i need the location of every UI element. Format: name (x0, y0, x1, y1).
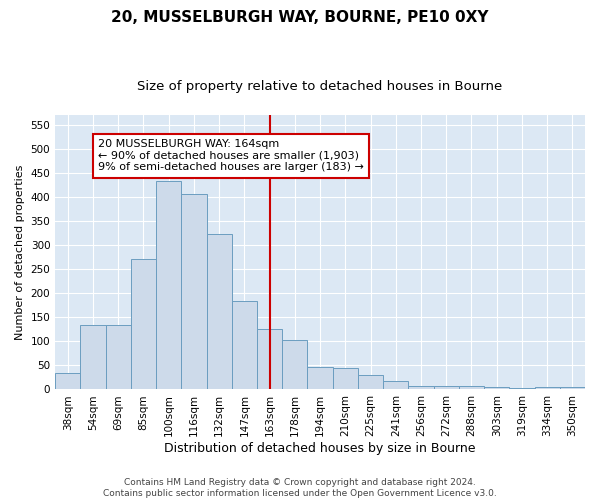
Title: Size of property relative to detached houses in Bourne: Size of property relative to detached ho… (137, 80, 503, 93)
Bar (509, 388, 535, 390)
Y-axis label: Number of detached properties: Number of detached properties (15, 164, 25, 340)
Bar (282, 340, 307, 390)
X-axis label: Distribution of detached houses by size in Bourne: Distribution of detached houses by size … (164, 442, 476, 455)
Bar (156, 181, 181, 390)
Bar (232, 302, 257, 390)
Bar (80, 326, 106, 390)
Bar (560, 387, 585, 390)
Bar (55, 372, 80, 390)
Bar (332, 368, 358, 390)
Bar (358, 376, 383, 390)
Bar (434, 386, 459, 390)
Bar (307, 368, 332, 390)
Bar (409, 386, 434, 390)
Bar (535, 387, 560, 390)
Bar (106, 326, 131, 390)
Text: Contains HM Land Registry data © Crown copyright and database right 2024.
Contai: Contains HM Land Registry data © Crown c… (103, 478, 497, 498)
Text: 20 MUSSELBURGH WAY: 164sqm
← 90% of detached houses are smaller (1,903)
9% of se: 20 MUSSELBURGH WAY: 164sqm ← 90% of deta… (98, 139, 364, 172)
Bar (131, 260, 156, 390)
Bar (459, 386, 484, 390)
Bar (206, 234, 232, 390)
Bar (181, 194, 206, 390)
Bar (383, 382, 409, 390)
Bar (257, 330, 282, 390)
Bar (484, 387, 509, 390)
Text: 20, MUSSELBURGH WAY, BOURNE, PE10 0XY: 20, MUSSELBURGH WAY, BOURNE, PE10 0XY (111, 10, 489, 25)
